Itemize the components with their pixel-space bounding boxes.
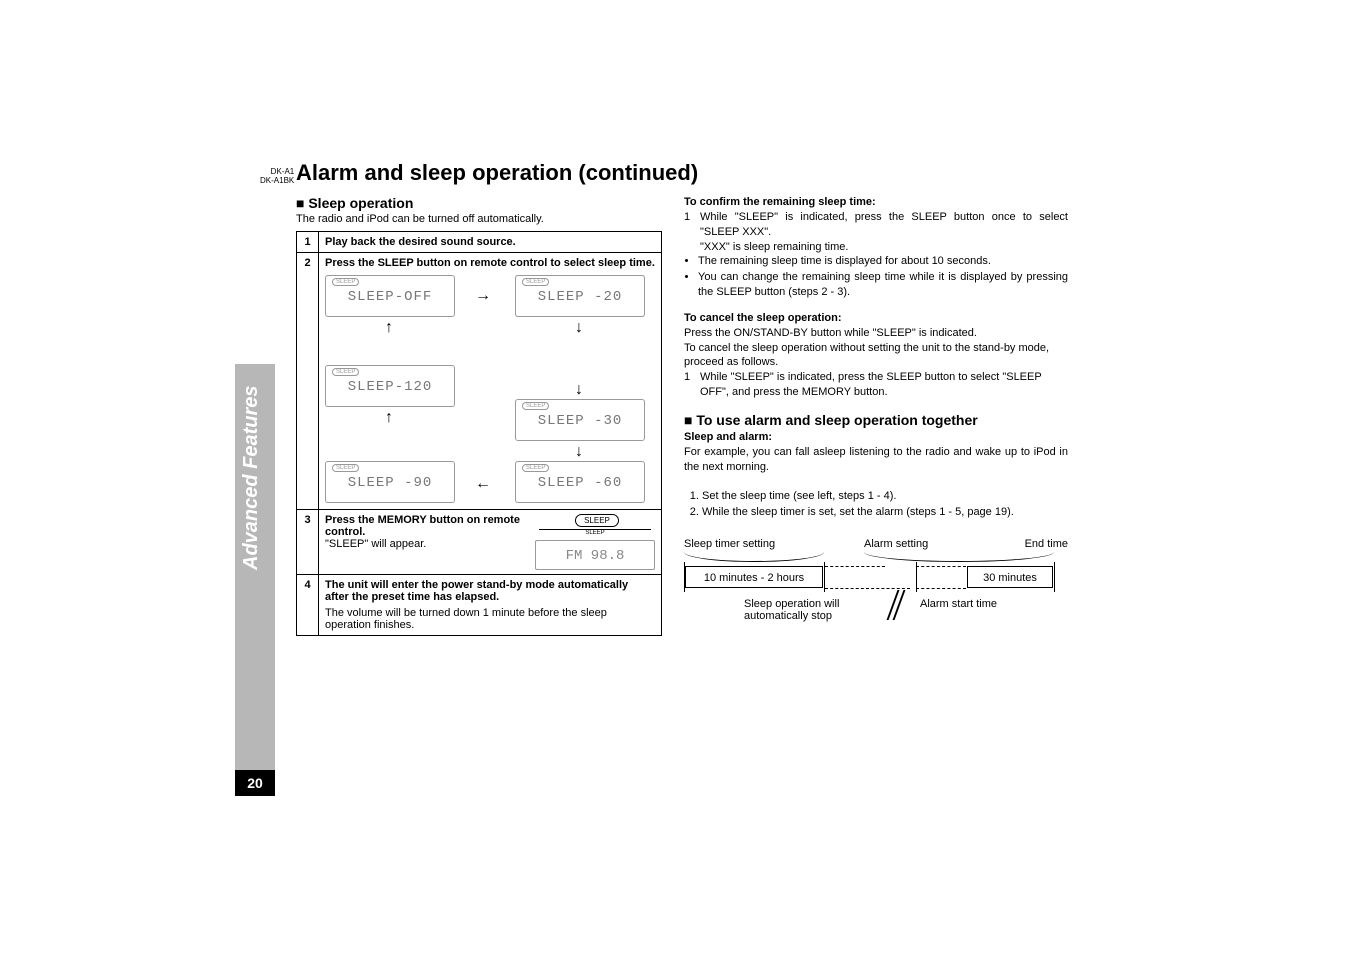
arrow-up-icon: ↑ — [385, 319, 393, 337]
step-row-4: 4 The unit will enter the power stand-by… — [297, 575, 662, 636]
lcd-30-text: SLEEP -30 — [538, 413, 623, 429]
lcd-sleep-20: SLEEP SLEEP -20 — [515, 275, 645, 317]
step-row-1: 1 Play back the desired sound source. — [297, 232, 662, 253]
step-3-title: Press the MEMORY button on remote contro… — [325, 514, 520, 538]
lcd-tag: SLEEP — [332, 464, 359, 472]
tl-auto-stop: Sleep operation will automatically stop — [744, 598, 874, 622]
cancel-p2: To cancel the sleep operation without se… — [684, 341, 1068, 371]
page-number: 20 — [235, 770, 275, 796]
tl-sleep-setting: Sleep timer setting — [684, 538, 775, 550]
cancel-p1: Press the ON/STAND-BY button while "SLEE… — [684, 326, 1068, 341]
tl-dash-top — [825, 566, 885, 567]
tl-box-alarm: 30 minutes — [967, 566, 1053, 588]
cancel-step-1: While "SLEEP" is indicated, press the SL… — [700, 370, 1068, 400]
arrow-down-icon: ↓ — [575, 381, 583, 399]
arrow-right-icon: → — [475, 287, 491, 305]
tl-alarm-start: Alarm start time — [920, 598, 997, 610]
remote-fm-text: FM 98.8 — [566, 548, 625, 564]
arrow-down-icon: ↓ — [575, 443, 583, 461]
step-3-note: "SLEEP" will appear. — [325, 538, 426, 550]
list-num-1b: 1 — [684, 370, 700, 400]
lcd-120-text: SLEEP-120 — [348, 379, 433, 395]
lcd-tag: SLEEP — [522, 464, 549, 472]
lcd-sleep-off: SLEEP SLEEP-OFF — [325, 275, 455, 317]
together-step-1: Set the sleep time (see left, steps 1 - … — [702, 489, 1068, 504]
lcd-sleep-60: SLEEP SLEEP -60 — [515, 461, 645, 503]
lcd-sleep-120: SLEEP SLEEP-120 — [325, 365, 455, 407]
lcd-off-text: SLEEP-OFF — [348, 289, 433, 305]
tl-dash-top2 — [916, 566, 966, 567]
sleep-operation-heading: ■ Sleep operation — [296, 195, 662, 211]
step-2-cell: Press the SLEEP button on remote control… — [319, 253, 662, 510]
step-1-num: 1 — [297, 232, 319, 253]
arrow-left-icon: ← — [475, 475, 491, 493]
lcd-sleep-90: SLEEP SLEEP -90 — [325, 461, 455, 503]
arrow-down-icon: ↓ — [575, 319, 583, 337]
page-title: Alarm and sleep operation (continued) — [296, 160, 698, 186]
step-row-2: 2 Press the SLEEP button on remote contr… — [297, 253, 662, 510]
together-heading: ■ To use alarm and sleep operation toget… — [684, 412, 1068, 428]
step-4-note: The volume will be turned down 1 minute … — [325, 607, 607, 631]
step-1-cell: Play back the desired sound source. — [319, 232, 662, 253]
cancel-heading: To cancel the sleep operation: — [684, 311, 1068, 326]
side-tab-text: Advanced Features — [240, 385, 263, 570]
lcd-tag: SLEEP — [332, 278, 359, 286]
lcd-60-text: SLEEP -60 — [538, 475, 623, 491]
tl-dash-bottom2 — [916, 588, 966, 589]
lcd-sleep-30: SLEEP SLEEP -30 — [515, 399, 645, 441]
confirm-step-1b: "XXX" is sleep remaining time. — [700, 241, 848, 253]
tick-end — [1054, 562, 1055, 592]
lcd-20-text: SLEEP -20 — [538, 289, 623, 305]
model-label: DK-A1 DK-A1BK — [260, 168, 294, 186]
tl-curve-alarm — [864, 552, 1054, 562]
confirm-bullets: The remaining sleep time is displayed fo… — [684, 254, 1068, 300]
confirm-bullet-2: You can change the remaining sleep time … — [698, 270, 1068, 300]
confirm-bullet-1: The remaining sleep time is displayed fo… — [698, 254, 1068, 269]
right-column: To confirm the remaining sleep time: 1 W… — [684, 195, 1068, 658]
tl-end-time: End time — [1025, 538, 1068, 550]
list-num-1: 1 — [684, 210, 700, 255]
together-list: Set the sleep time (see left, steps 1 - … — [684, 489, 1068, 521]
step-4-cell: The unit will enter the power stand-by m… — [319, 575, 662, 636]
model-line2: DK-A1BK — [260, 176, 294, 185]
step-1-title: Play back the desired sound source. — [325, 236, 516, 248]
step-4-num: 4 — [297, 575, 319, 636]
steps-table: 1 Play back the desired sound source. 2 … — [296, 231, 662, 636]
step-2-num: 2 — [297, 253, 319, 510]
tl-alarm-setting: Alarm setting — [864, 538, 928, 550]
lcd-90-text: SLEEP -90 — [348, 475, 433, 491]
tl-box-sleep: 10 minutes - 2 hours — [685, 566, 823, 588]
step-3-cell: Press the MEMORY button on remote contro… — [319, 510, 662, 575]
sleep-operation-sub: The radio and iPod can be turned off aut… — [296, 213, 662, 225]
hatch-icon — [892, 590, 906, 620]
model-line1: DK-A1 — [271, 167, 295, 176]
step-row-3: 3 Press the MEMORY button on remote cont… — [297, 510, 662, 575]
remote-sleep-button: SLEEP — [575, 514, 619, 527]
together-step-2: While the sleep timer is set, set the al… — [702, 505, 1068, 520]
lcd-tag: SLEEP — [332, 368, 359, 376]
sleep-cycle-diagram: SLEEP SLEEP-OFF → SLEEP SLEEP -10 ↓ SLEE… — [325, 275, 655, 505]
timeline-diagram: Sleep timer setting Alarm setting End ti… — [684, 538, 1068, 658]
confirm-step-1a: While "SLEEP" is indicated, press the SL… — [700, 211, 1068, 238]
step-3-num: 3 — [297, 510, 319, 575]
remote-sleep-sub: SLEEP — [539, 529, 651, 536]
left-column: ■ Sleep operation The radio and iPod can… — [296, 195, 662, 636]
remote-fm-display: FM 98.8 — [535, 540, 655, 570]
tl-curve-sleep — [684, 552, 824, 562]
step-2-title: Press the SLEEP button on remote control… — [325, 257, 655, 269]
confirm-heading: To confirm the remaining sleep time: — [684, 195, 1068, 210]
timeline-bar-row: 10 minutes - 2 hours 30 minutes — [684, 566, 1068, 588]
together-p: For example, you can fall asleep listeni… — [684, 445, 1068, 475]
lcd-tag: SLEEP — [522, 278, 549, 286]
arrow-up-icon: ↑ — [385, 409, 393, 427]
together-sub: Sleep and alarm: — [684, 430, 1068, 445]
lcd-tag: SLEEP — [522, 402, 549, 410]
step-4-title: The unit will enter the power stand-by m… — [325, 579, 628, 603]
